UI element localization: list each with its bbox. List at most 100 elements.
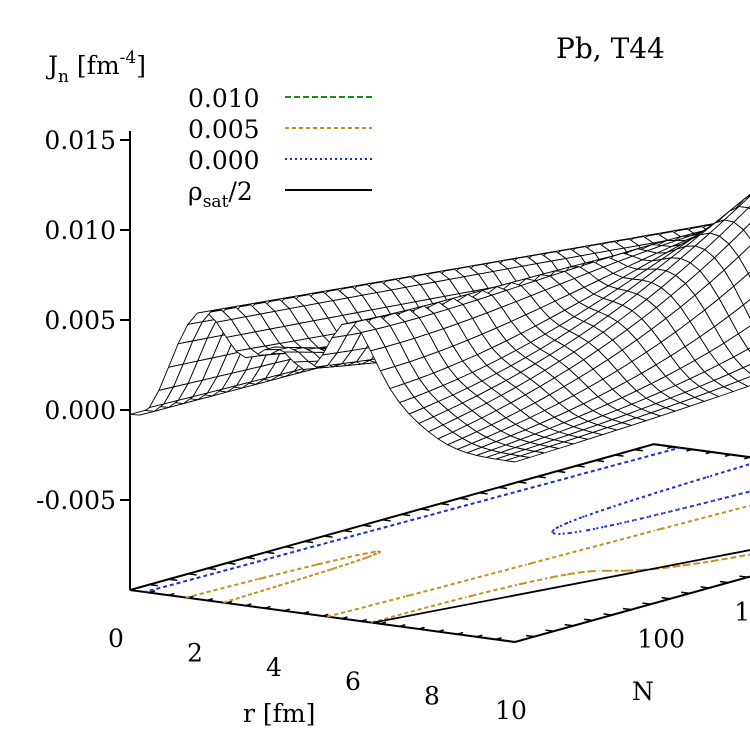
n-edge-tick <box>603 613 613 616</box>
axes: -0.0050.0000.0050.0100.01502468101001201… <box>36 126 750 725</box>
r-edge-tick <box>226 600 233 604</box>
n-edge-tick <box>661 596 671 600</box>
legend-label-0: 0.010 <box>188 84 260 113</box>
chart-title: Pb, T44 <box>556 32 665 65</box>
n-edge-tick-left <box>265 551 275 555</box>
x-tick-label: 0 <box>108 624 124 653</box>
r-edge-tick <box>245 603 252 607</box>
r-edge-tick-back <box>724 453 732 457</box>
n-edge-tick-left <box>149 583 158 587</box>
n-edge-tick-left <box>479 492 488 495</box>
n-edge-tick-left <box>168 578 178 582</box>
n-edge-tick-left <box>246 556 255 560</box>
x-axis-label: r [fm] <box>243 699 315 728</box>
r-edge-tick-back <box>667 446 674 450</box>
z-label-unit: [fm <box>69 51 120 80</box>
contour-0-005 <box>185 504 750 624</box>
legend: 0.010 0.005 0.000 ρsat/2 <box>188 84 372 212</box>
n-edge-tick <box>739 575 748 578</box>
x-tick-label: 4 <box>266 653 282 682</box>
z-label-main: J <box>45 51 58 80</box>
contour-0-000 <box>144 446 750 593</box>
base-plane-outline <box>129 443 750 644</box>
r-edge-tick <box>264 605 271 609</box>
n-edge-tick <box>506 640 516 643</box>
x-tick-label: 6 <box>345 667 361 696</box>
n-edge-tick <box>545 629 554 632</box>
r-edge-tick <box>399 624 406 628</box>
n-edge-tick-left <box>129 589 139 592</box>
n-edge-tick-left <box>188 573 197 576</box>
n-edge-tick <box>622 607 632 611</box>
n-edge-tick-left <box>440 502 449 506</box>
n-edge-tick-left <box>537 475 546 479</box>
r-edge-tick <box>168 592 175 596</box>
z-tick-label: 0.010 <box>44 216 116 245</box>
r-edge-tick <box>149 590 156 594</box>
r-edge-tick <box>514 639 522 643</box>
y-tick-label: 120 <box>734 598 750 627</box>
n-edge-tick <box>700 586 710 589</box>
n-edge-tick <box>525 634 535 638</box>
z-axis-label: Jn [fm-4] <box>45 48 146 87</box>
r-edge-tick <box>322 613 329 617</box>
r-edge-tick <box>380 621 387 625</box>
n-edge-tick-left <box>614 454 624 457</box>
legend-label-3: ρsat/2 <box>188 177 253 212</box>
n-edge-tick-left <box>304 540 314 544</box>
r-edge-tick <box>418 626 425 630</box>
r-edge-tick-back <box>744 456 750 460</box>
r-edge-tick <box>360 618 368 622</box>
r-edge-tick <box>476 634 483 638</box>
r-edge-tick-back <box>647 443 655 447</box>
x-tick-label: 2 <box>187 638 203 667</box>
legend-label-2: 0.000 <box>188 146 260 175</box>
z-label-close: ] <box>136 51 146 80</box>
n-edge-tick-left <box>420 508 430 511</box>
y-tick-label: 100 <box>637 625 685 654</box>
n-edge-tick-left <box>595 459 605 463</box>
n-edge-tick <box>681 591 690 595</box>
legend-rho-tail: /2 <box>228 177 252 206</box>
n-edge-tick-left <box>653 443 663 447</box>
r-edge-tick <box>341 616 348 620</box>
n-edge-tick-left <box>362 524 372 528</box>
z-tick-label: 0.000 <box>44 396 116 425</box>
legend-rho: ρ <box>188 177 203 206</box>
n-edge-tick-left <box>382 519 391 522</box>
z-tick-label: 0.005 <box>44 306 116 335</box>
n-edge-tick <box>642 602 651 605</box>
x-tick-label: 10 <box>495 696 527 725</box>
n-edge-tick-left <box>285 546 294 549</box>
base-plane <box>129 443 750 644</box>
legend-rho-sub: sat <box>203 192 229 212</box>
n-edge-tick <box>564 623 574 627</box>
contour-lines <box>144 446 750 624</box>
x-tick-label: 8 <box>424 682 440 711</box>
rho-sat-half-line <box>372 549 750 624</box>
r-edge-tick <box>457 631 464 635</box>
r-edge-tick-back <box>686 448 693 452</box>
z-tick-label: -0.005 <box>36 486 116 515</box>
n-edge-tick-left <box>343 529 352 533</box>
n-edge-tick-left <box>401 513 411 517</box>
surface-patch <box>129 409 155 416</box>
n-edge-tick-left <box>459 497 469 501</box>
z-tick-label: 0.015 <box>44 126 116 155</box>
n-edge-tick-left <box>323 535 333 538</box>
legend-label-1: 0.005 <box>188 115 260 144</box>
n-edge-tick-left <box>226 562 236 565</box>
r-edge-tick <box>437 629 445 633</box>
n-edge-tick <box>584 618 593 622</box>
surface-mesh <box>129 193 750 463</box>
n-edge-tick-left <box>634 448 643 452</box>
r-edge-tick <box>206 598 214 602</box>
n-edge-tick <box>719 580 729 584</box>
n-edge-tick-left <box>498 486 508 490</box>
n-edge-tick-left <box>517 481 527 484</box>
y-axis-label: N <box>632 677 654 706</box>
r-edge-tick <box>495 637 502 641</box>
z-label-sup: -4 <box>120 48 137 68</box>
